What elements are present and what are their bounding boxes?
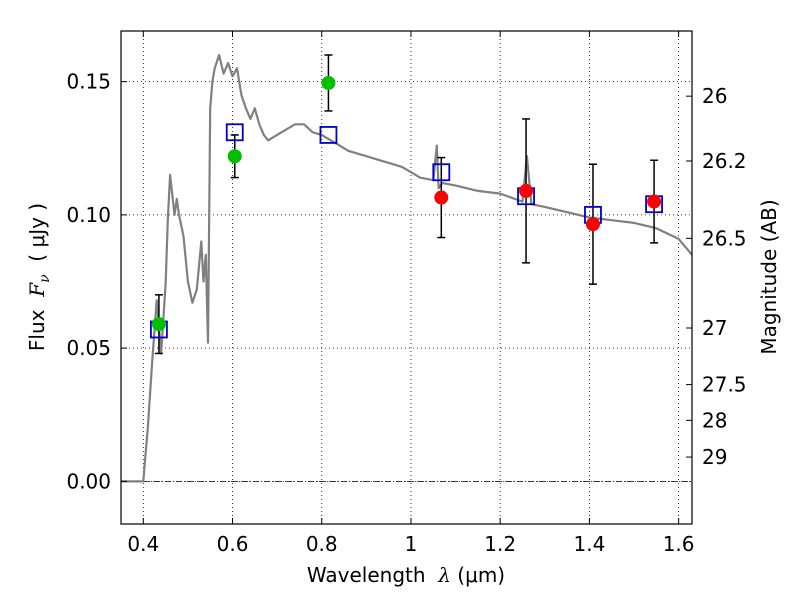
x-axis-label-unit: (μm) [451,563,505,587]
y-axis-label-prefix: Flux [25,297,49,351]
right-tick-label: 26.5 [702,226,747,250]
red-data-point [647,194,662,209]
x-tick-label: 0.6 [217,532,249,556]
y-axis-label-symbol: F [25,282,49,298]
tick-layer: 0.4 0.6 0.8 1 1.2 1.4 1.6 0.00 0.05 0.10 0.15 26 26.… [66,31,747,556]
red-data-point [585,217,600,232]
data-point-layer [151,75,662,332]
right-axis-label: Magnitude (AB) [757,199,781,354]
x-tick-label: 0.4 [127,532,159,556]
green-data-point [151,317,166,332]
x-tick-label: 1.2 [484,532,516,556]
y-tick-label: 0.00 [66,469,111,493]
green-data-point [227,149,242,164]
right-tick-label: 27.5 [702,373,747,397]
green-data-point [321,75,336,90]
spectrum-layer [121,53,693,483]
y-tick-label: 0.10 [66,203,111,227]
y-tick-label: 0.15 [66,70,111,94]
model-square [225,123,244,142]
model-square [432,163,451,182]
right-tick-label: 26.2 [702,149,747,173]
y-axis-label-unit: ( μJy ) [25,203,49,275]
y-axis-label-subscript: ν [37,274,53,283]
y-tick-label: 0.05 [66,336,111,360]
red-data-point [519,183,534,198]
x-tick-label: 1 [405,532,418,556]
right-tick-label: 28 [702,408,727,432]
model-spectrum-line [121,53,693,483]
right-tick-label: 27 [702,316,727,340]
x-tick-label: 0.8 [306,532,338,556]
x-axis-label-symbol: λ [437,563,451,587]
x-tick-label: 1.4 [573,532,605,556]
y-axis-label: Flux Fν ( μJy ) [25,203,53,351]
model-square [319,126,338,144]
x-axis-label: Wavelength λ (μm) [307,563,505,587]
errorbar-layer [154,54,659,355]
plot-frame [120,30,693,525]
right-tick-label: 26 [702,84,727,108]
model-square-layer [150,123,663,339]
x-axis-label-prefix: Wavelength [307,563,438,587]
red-data-point [434,190,449,205]
x-tick-label: 1.6 [663,532,695,556]
right-tick-label: 29 [702,445,727,469]
